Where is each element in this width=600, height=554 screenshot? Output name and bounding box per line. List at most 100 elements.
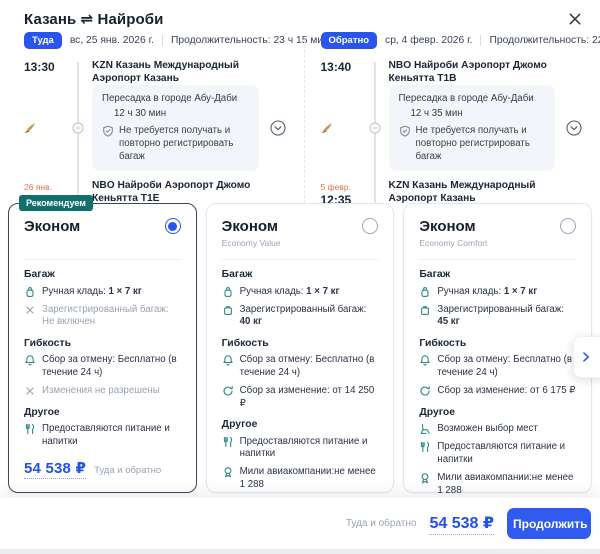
expand-leg-details-button[interactable] <box>270 120 286 136</box>
separator <box>480 35 482 46</box>
layover-pause-icon <box>369 122 381 134</box>
fare-item: Изменения не разрешены <box>24 385 181 398</box>
departure-time: 13:30 <box>24 60 55 74</box>
fare-item: Предоставляются питание и напитки <box>24 423 181 448</box>
separator <box>161 35 163 46</box>
fare-item: Зарегистрированный багаж: 40 кг <box>222 304 379 329</box>
transfer-city: Пересадка в городе Абу-Даби <box>102 93 238 104</box>
cancel-fee-icon <box>24 354 36 366</box>
close-icon <box>568 12 582 26</box>
continue-button[interactable]: Продолжить <box>507 508 591 539</box>
handbag-icon <box>24 286 36 298</box>
section-header: Багаж <box>221 269 253 280</box>
fare-subtitle: Economy Comfort <box>419 238 488 248</box>
meal-icon <box>419 441 431 453</box>
next-fares-button[interactable] <box>573 336 600 378</box>
recommended-badge: Рекомендуем <box>19 195 93 211</box>
next-arrow-icon <box>580 350 592 364</box>
dialog-header: Казань ⇌ Найроби <box>0 0 600 30</box>
cross-icon <box>24 304 36 316</box>
return-leg: Обратно ср, 4 февр. 2026 г. Продолжитель… <box>320 32 600 207</box>
cancel-fee-icon <box>222 354 234 366</box>
transfer-card: Пересадка в городе Абу-Даби 12 ч 30 мин … <box>92 85 259 172</box>
fare-item: Сбор за отмену: Бесплатно (в течение 24 … <box>222 354 379 379</box>
handbag-icon <box>222 286 234 298</box>
close-button[interactable] <box>566 10 584 28</box>
leg-header: Обратно ср, 4 февр. 2026 г. Продолжитель… <box>320 32 600 49</box>
fare-item: Сбор за отмену: Бесплатно (в течение 24 … <box>419 354 576 379</box>
fare-item: Ручная кладь: 1 × 7 кг <box>24 286 181 299</box>
direction-badge: Туда <box>24 32 62 49</box>
fare-item: Сбор за изменение: от 14 250 ₽ <box>222 385 379 410</box>
expand-leg-details-button[interactable] <box>566 120 582 136</box>
transfer-duration: 12 ч 35 мин <box>410 108 463 119</box>
section-header: Другое <box>419 406 456 418</box>
fare-item: Зарегистрированный багаж: Не включен <box>24 304 181 329</box>
airline-logo-icon <box>321 121 333 135</box>
summary-bar: Туда и обратно 54 538 ₽ Продолжить <box>0 498 600 554</box>
fare-item: Ручная кладь: 1 × 7 кг <box>419 286 576 299</box>
chevron-down-icon <box>566 120 582 136</box>
total-price[interactable]: 54 538 ₽ <box>429 513 494 535</box>
miles-icon <box>419 472 431 484</box>
cross-icon <box>24 385 36 397</box>
section-header: Багаж <box>419 269 451 280</box>
section-header: Гибкость <box>419 337 467 349</box>
fare-item: Ручная кладь: 1 × 7 кг <box>222 286 379 299</box>
section-header: Гибкость <box>221 337 269 349</box>
suitcase-icon <box>222 304 234 316</box>
shield-icon <box>399 125 411 137</box>
layover-pause-icon <box>72 122 84 134</box>
outbound-leg: Туда вс, 25 янв. 2026 г. Продолжительнос… <box>24 32 329 207</box>
airline-logo-icon <box>24 121 36 135</box>
fare-radio-selected[interactable] <box>164 218 181 234</box>
meal-icon <box>24 423 36 435</box>
fare-card-econom[interactable]: Рекомендуем Эконом Багаж Ручная кладь: 1… <box>8 195 197 493</box>
fare-item: Мили авиакомпании:не менее 1 288 <box>222 466 379 491</box>
itinerary: Туда вс, 25 янв. 2026 г. Продолжительнос… <box>24 32 600 207</box>
shield-icon <box>102 125 114 137</box>
fare-item: Предоставляются питание и напитки <box>222 436 379 461</box>
fare-title: Эконом <box>24 218 81 235</box>
leg-date: вс, 25 янв. 2026 г. <box>69 35 154 46</box>
arrival-airport: KZN Казань Международный Аэропорт Казань <box>388 180 536 205</box>
fare-card-economy-value[interactable]: Эконом Economy Value Багаж Ручная кладь:… <box>205 203 395 522</box>
fare-title: Эконом <box>419 218 476 235</box>
handbag-icon <box>419 286 431 298</box>
transfer-duration: 12 ч 30 мин <box>114 108 167 119</box>
meal-icon <box>222 436 234 448</box>
total-note: Туда и обратно <box>345 518 417 529</box>
fare-radio[interactable] <box>362 218 379 234</box>
fare-subtitle: Economy Value <box>221 238 281 248</box>
transfer-card: Пересадка в городе Абу-Даби 12 ч 35 мин … <box>388 85 555 172</box>
departure-airport: NBO Найроби Аэропорт Джомо Кеньятта T1B <box>388 60 547 84</box>
route-title: Казань ⇌ Найроби <box>24 11 164 28</box>
direction-badge: Обратно <box>320 32 378 49</box>
fare-radio[interactable] <box>560 218 577 234</box>
section-header: Другое <box>24 406 60 418</box>
fare-item: Возможен выбор мест <box>419 423 576 436</box>
fare-options: Рекомендуем Эконом Багаж Ручная кладь: 1… <box>8 195 593 528</box>
leg-duration: Продолжительность: 23 ч 15 мин <box>170 35 329 46</box>
seat-icon <box>419 423 431 435</box>
fare-price-note: Туда и обратно <box>94 465 162 476</box>
fare-item: Зарегистрированный багаж: 45 кг <box>419 304 576 329</box>
suitcase-icon <box>419 304 431 316</box>
miles-icon <box>222 466 234 478</box>
transfer-city: Пересадка в городе Абу-Даби <box>398 93 534 104</box>
arrival-date: 5 февр. <box>320 181 351 192</box>
leg-header: Туда вс, 25 янв. 2026 г. Продолжительнос… <box>24 32 329 49</box>
cancel-fee-icon <box>419 354 431 366</box>
fare-item: Предоставляются питание и напитки <box>419 441 576 466</box>
chevron-down-icon <box>270 120 286 136</box>
fare-title: Эконом <box>221 218 278 235</box>
fare-item: Сбор за отмену: Бесплатно (в течение 24 … <box>24 354 181 379</box>
change-fee-icon <box>222 385 234 397</box>
departure-time: 13:40 <box>320 60 352 74</box>
leg-date: ср, 4 февр. 2026 г. <box>385 35 473 46</box>
leg-duration: Продолжительность: 22 ч 55 мин <box>489 35 600 46</box>
fare-price[interactable]: 54 538 ₽ <box>24 460 87 479</box>
section-header: Гибкость <box>24 337 71 349</box>
fare-item: Сбор за изменение: от 6 175 ₽ <box>419 385 576 398</box>
fare-card-economy-comfort[interactable]: Эконом Economy Comfort Багаж Ручная клад… <box>403 203 593 528</box>
